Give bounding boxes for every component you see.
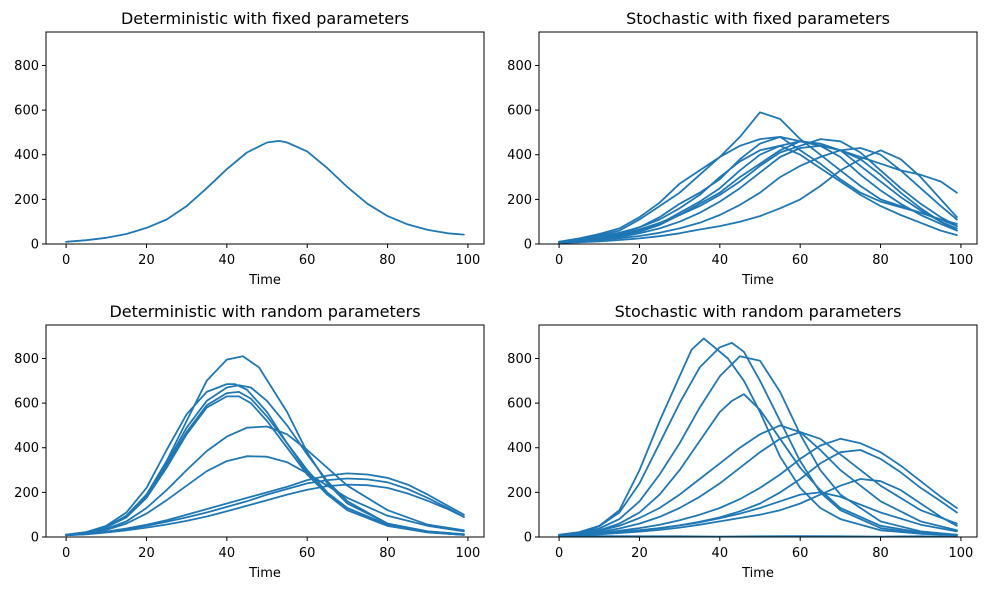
y-tick-label: 200 <box>507 193 532 208</box>
y-tick-label: 200 <box>14 486 39 501</box>
y-tick-label: 0 <box>524 238 532 253</box>
series-line-9 <box>558 478 958 537</box>
x-tick-label: 40 <box>219 253 236 268</box>
y-tick-label: 200 <box>14 193 39 208</box>
series-line-1 <box>558 337 958 536</box>
x-tick-label: 100 <box>949 253 974 268</box>
axes-frame <box>45 324 485 538</box>
series-line-6 <box>558 431 958 537</box>
x-tick-label: 60 <box>792 546 809 561</box>
y-tick-label: 600 <box>507 104 532 119</box>
series-lines <box>65 355 465 537</box>
series-line-9 <box>558 149 958 244</box>
panel-title: Stochastic with fixed parameters <box>626 9 890 28</box>
panel-title: Stochastic with random parameters <box>615 302 902 321</box>
axes-frame <box>538 324 978 538</box>
x-tick-label: 80 <box>379 546 396 561</box>
y-tick-label: 600 <box>14 397 39 412</box>
x-tick-label: 0 <box>555 253 563 268</box>
panel-stochastic-fixed: Stochastic with fixed parameters 0200400… <box>507 9 978 288</box>
panel-title: Deterministic with random parameters <box>109 302 420 321</box>
series-line-10 <box>558 491 958 537</box>
panel-title: Deterministic with fixed parameters <box>121 9 409 28</box>
x-tick-label: 80 <box>872 253 889 268</box>
y-tick-label: 400 <box>507 441 532 456</box>
x-tick-label: 80 <box>379 253 396 268</box>
series-line-8 <box>558 147 958 244</box>
x-axis-label: Time <box>248 566 281 581</box>
series-line-7 <box>65 455 465 536</box>
y-axis-ticks: 0 200 400 600 800 <box>507 352 539 546</box>
y-tick-label: 0 <box>31 238 39 253</box>
y-tick-label: 400 <box>14 148 39 163</box>
series-line-10 <box>65 483 465 537</box>
series-line-10 <box>558 144 958 244</box>
series-line-5 <box>558 140 958 244</box>
series-lines <box>65 139 465 243</box>
x-axis-ticks: 0 20 40 60 80 100 <box>62 537 480 561</box>
y-tick-label: 800 <box>14 352 39 367</box>
x-tick-label: 40 <box>219 546 236 561</box>
x-axis-label: Time <box>741 566 774 581</box>
x-axis-label: Time <box>741 273 774 288</box>
x-tick-label: 40 <box>712 546 729 561</box>
series-line-2 <box>558 135 958 244</box>
series-line-2 <box>65 383 465 536</box>
x-tick-label: 60 <box>299 253 316 268</box>
y-axis-ticks: 0 200 400 600 800 <box>507 59 539 253</box>
x-axis-ticks: 0 20 40 60 80 100 <box>555 244 973 268</box>
series-line-1 <box>65 355 465 536</box>
x-tick-label: 60 <box>792 253 809 268</box>
series-lines <box>558 111 958 244</box>
x-tick-label: 0 <box>555 546 563 561</box>
x-tick-label: 20 <box>138 546 155 561</box>
panel-stochastic-random: Stochastic with random parameters 020040… <box>507 302 978 581</box>
series-line-1 <box>65 139 465 243</box>
x-tick-label: 100 <box>949 546 974 561</box>
series-line-9 <box>65 477 465 537</box>
x-tick-label: 20 <box>631 253 648 268</box>
y-tick-label: 600 <box>507 397 532 412</box>
y-axis-ticks: 0 200 400 600 800 <box>14 352 46 546</box>
x-tick-label: 20 <box>138 253 155 268</box>
x-tick-label: 80 <box>872 546 889 561</box>
axes-frame <box>45 31 485 245</box>
y-tick-label: 800 <box>507 59 532 74</box>
series-line-5 <box>558 424 958 537</box>
series-line-6 <box>65 425 465 536</box>
series-line-7 <box>558 144 958 244</box>
x-tick-label: 100 <box>456 253 481 268</box>
series-line-6 <box>558 138 958 243</box>
x-axis-label: Time <box>248 273 281 288</box>
y-axis-ticks: 0 200 400 600 800 <box>14 59 46 253</box>
y-tick-label: 0 <box>524 531 532 546</box>
panel-deterministic-fixed: Deterministic with fixed parameters 0200… <box>14 9 485 288</box>
y-tick-label: 800 <box>507 352 532 367</box>
x-axis-ticks: 0 20 40 60 80 100 <box>555 537 973 561</box>
x-tick-label: 40 <box>712 253 729 268</box>
x-axis-ticks: 0 20 40 60 80 100 <box>62 244 480 268</box>
x-tick-label: 100 <box>456 546 481 561</box>
x-tick-label: 60 <box>299 546 316 561</box>
axes-frame <box>538 31 978 245</box>
x-tick-label: 20 <box>631 546 648 561</box>
series-line-1 <box>558 111 958 243</box>
x-tick-label: 0 <box>62 546 70 561</box>
series-line-2 <box>558 341 958 537</box>
series-line-7 <box>558 437 958 537</box>
series-line-5 <box>65 395 465 536</box>
y-tick-label: 200 <box>507 486 532 501</box>
series-lines <box>558 337 958 538</box>
y-tick-label: 400 <box>14 441 39 456</box>
x-tick-label: 0 <box>62 253 70 268</box>
series-line-4 <box>558 393 958 537</box>
y-tick-label: 600 <box>14 104 39 119</box>
series-line-4 <box>558 140 958 244</box>
y-tick-label: 800 <box>14 59 39 74</box>
y-tick-label: 0 <box>31 531 39 546</box>
panel-deterministic-random: Deterministic with random parameters 0 20… <box>14 302 485 581</box>
y-tick-label: 400 <box>507 148 532 163</box>
